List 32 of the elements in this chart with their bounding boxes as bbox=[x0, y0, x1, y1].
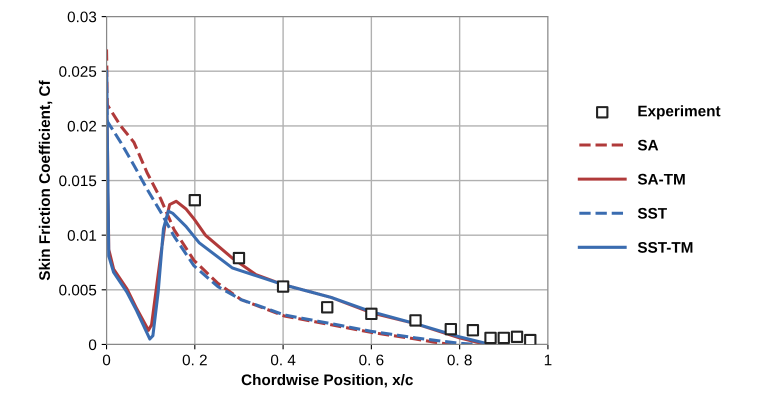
legend-label: SST bbox=[638, 208, 667, 219]
legend-label: SA-TM bbox=[638, 174, 685, 185]
point bbox=[409, 314, 422, 327]
x-tick-label: 0. 6 bbox=[359, 354, 384, 366]
point bbox=[188, 194, 202, 206]
y-axis-title: Skin Friction Coefficient, Cf bbox=[38, 80, 52, 280]
x-tick-label: 0. 2 bbox=[182, 354, 207, 366]
point bbox=[232, 252, 246, 264]
x-axis-title: Chordwise Position, x/c bbox=[242, 374, 413, 388]
y-tick-label: 0 bbox=[88, 339, 96, 350]
y-tick-label: 0.02 bbox=[68, 120, 96, 132]
point bbox=[484, 332, 497, 344]
legend-label: Experiment bbox=[638, 105, 720, 120]
legend-label: SST-TM bbox=[638, 242, 692, 253]
point bbox=[510, 330, 524, 343]
point bbox=[498, 332, 510, 344]
x-tick-label: 0. 8 bbox=[448, 354, 472, 366]
y-tick-label: 0.01 bbox=[68, 230, 96, 241]
point bbox=[524, 334, 536, 344]
y-tick-label: 0.005 bbox=[59, 284, 96, 296]
point bbox=[466, 324, 480, 336]
legend-label: SA bbox=[638, 140, 658, 151]
point bbox=[444, 322, 458, 336]
x-tick-label: 0. 4 bbox=[270, 354, 296, 366]
point bbox=[321, 301, 334, 314]
y-tick-label: 0.03 bbox=[68, 11, 96, 22]
x-tick-label: 0 bbox=[102, 354, 110, 366]
point bbox=[365, 308, 378, 320]
x-tick-label: 1 bbox=[544, 354, 552, 366]
y-tick-label: 0.025 bbox=[59, 66, 96, 77]
y-tick-label: 0.015 bbox=[59, 175, 96, 186]
point bbox=[276, 280, 290, 293]
